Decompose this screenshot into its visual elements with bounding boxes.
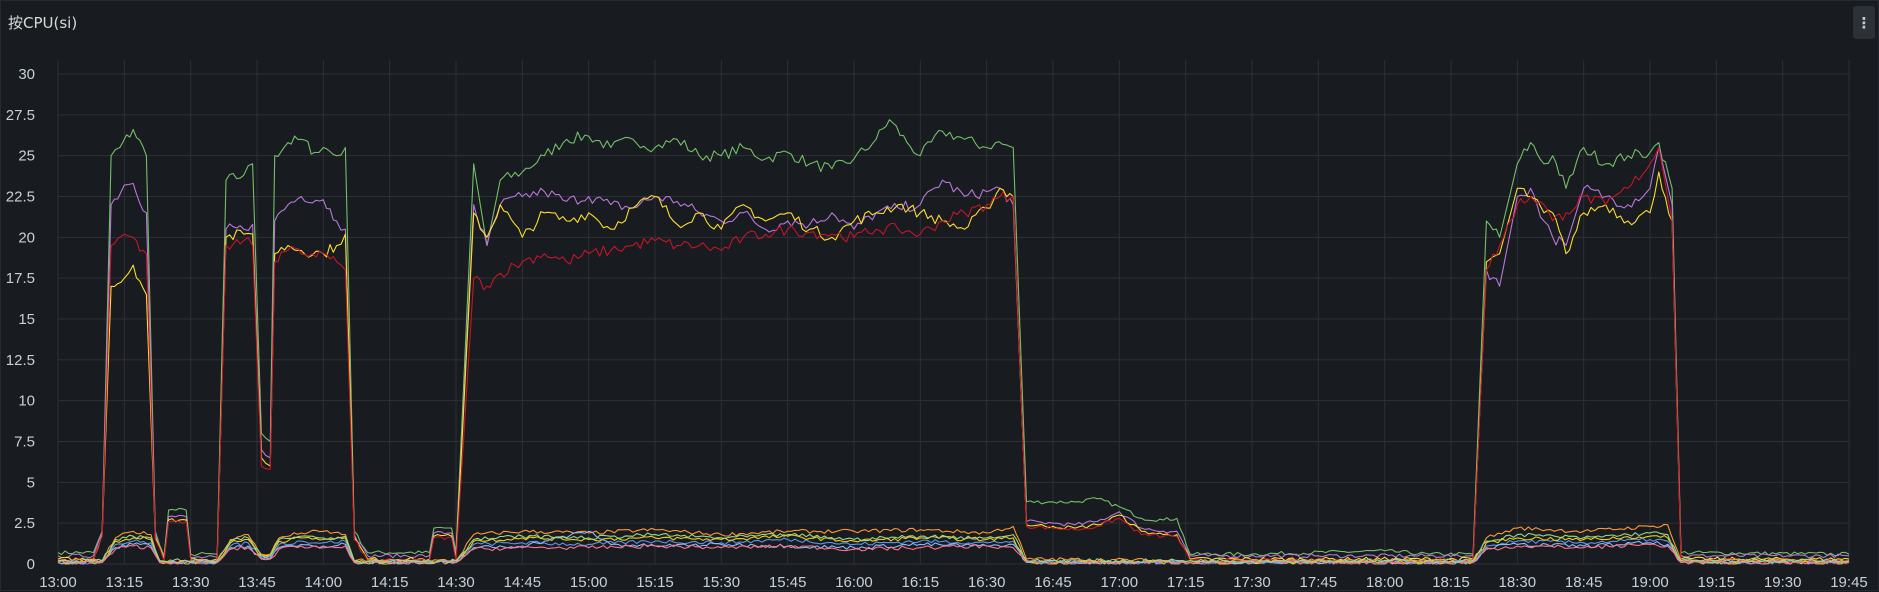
x-tick-label: 13:30 xyxy=(172,574,210,591)
series-line-4 xyxy=(58,146,1850,564)
x-tick-label: 19:45 xyxy=(1830,574,1868,591)
y-tick-label: 30 xyxy=(18,66,35,83)
series-line-10 xyxy=(57,531,1850,564)
x-tick-label: 14:45 xyxy=(504,574,542,591)
x-tick-label: 13:45 xyxy=(238,574,276,591)
x-tick-label: 17:00 xyxy=(1101,574,1139,591)
y-tick-label: 22.5 xyxy=(6,189,35,206)
x-tick-label: 18:45 xyxy=(1565,574,1603,591)
x-tick-label: 17:45 xyxy=(1300,574,1338,591)
y-tick-label: 10 xyxy=(18,393,35,410)
y-tick-label: 7.5 xyxy=(14,434,35,451)
x-tick-label: 16:45 xyxy=(1034,574,1072,591)
x-tick-label: 17:30 xyxy=(1233,574,1271,591)
x-tick-label: 15:15 xyxy=(636,574,674,591)
series-line-3 xyxy=(57,171,1850,562)
x-tick-label: 14:00 xyxy=(305,574,343,591)
y-tick-label: 27.5 xyxy=(6,107,35,124)
series-line-2 xyxy=(57,146,1850,559)
y-tick-label: 2.5 xyxy=(14,515,35,532)
x-tick-label: 19:15 xyxy=(1698,574,1736,591)
x-tick-label: 18:15 xyxy=(1432,574,1470,591)
x-tick-label: 15:30 xyxy=(703,574,741,591)
series-line-1 xyxy=(57,119,1850,557)
x-tick-label: 13:00 xyxy=(39,574,77,591)
y-tick-label: 15 xyxy=(18,311,35,328)
x-tick-label: 18:00 xyxy=(1366,574,1404,591)
x-tick-label: 14:15 xyxy=(371,574,409,591)
x-tick-label: 13:15 xyxy=(106,574,144,591)
y-tick-label: 0 xyxy=(27,556,35,573)
x-tick-label: 15:45 xyxy=(769,574,807,591)
x-tick-label: 14:30 xyxy=(437,574,475,591)
x-tick-label: 17:15 xyxy=(1167,574,1205,591)
x-tick-label: 16:30 xyxy=(968,574,1006,591)
y-tick-label: 25 xyxy=(18,148,35,165)
y-tick-label: 20 xyxy=(18,229,35,246)
x-tick-label: 19:30 xyxy=(1764,574,1802,591)
x-tick-label: 19:00 xyxy=(1631,574,1669,591)
panel-title: 按CPU(si) xyxy=(8,14,78,32)
y-tick-label: 17.5 xyxy=(6,270,35,287)
x-tick-label: 15:00 xyxy=(570,574,608,591)
series-line-6 xyxy=(57,537,1850,565)
y-tick-label: 5 xyxy=(27,474,35,491)
x-tick-label: 16:00 xyxy=(835,574,873,591)
y-tick-label: 12.5 xyxy=(6,352,35,369)
x-tick-label: 18:30 xyxy=(1499,574,1537,591)
x-tick-label: 16:15 xyxy=(902,574,940,591)
series-line-9 xyxy=(57,543,1850,565)
panel-menu-icon[interactable]: ⋮ xyxy=(1853,6,1875,39)
